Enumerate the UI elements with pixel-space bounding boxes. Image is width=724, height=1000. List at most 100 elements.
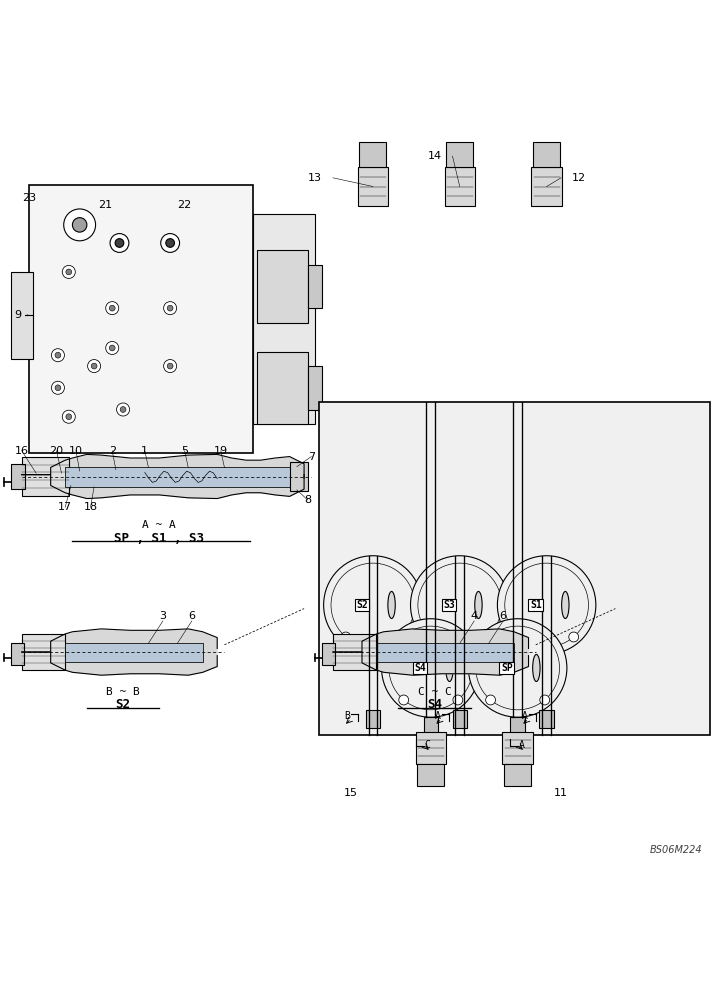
Circle shape — [88, 360, 101, 373]
Bar — [322, 643, 335, 665]
Text: 3: 3 — [159, 611, 167, 621]
Circle shape — [382, 619, 480, 717]
Text: SP: SP — [501, 663, 513, 673]
Circle shape — [453, 695, 463, 705]
Circle shape — [540, 695, 550, 705]
Circle shape — [91, 363, 97, 369]
Text: A: A — [518, 740, 524, 750]
Bar — [376, 643, 514, 662]
Circle shape — [115, 239, 124, 247]
Text: 2: 2 — [109, 446, 116, 456]
Circle shape — [164, 360, 177, 373]
Bar — [11, 643, 24, 665]
Bar — [358, 167, 388, 206]
Circle shape — [62, 265, 75, 278]
Circle shape — [64, 209, 96, 241]
Text: S3: S3 — [443, 600, 455, 610]
Text: C: C — [424, 740, 430, 750]
Text: S4: S4 — [427, 698, 442, 711]
Text: S4: S4 — [414, 663, 426, 673]
Bar — [257, 250, 308, 323]
Circle shape — [55, 352, 61, 358]
Circle shape — [486, 695, 495, 705]
Text: 7: 7 — [308, 452, 315, 462]
Circle shape — [399, 695, 408, 705]
Ellipse shape — [446, 654, 453, 682]
Ellipse shape — [388, 591, 395, 619]
Bar — [366, 710, 380, 728]
Text: 1: 1 — [141, 446, 148, 456]
Text: 19: 19 — [214, 446, 228, 456]
Circle shape — [106, 302, 119, 315]
Circle shape — [66, 414, 72, 420]
Bar — [308, 366, 322, 410]
Circle shape — [109, 345, 115, 351]
Circle shape — [62, 410, 75, 423]
Circle shape — [497, 556, 596, 654]
Text: 10: 10 — [69, 446, 83, 456]
Text: C ~ C: C ~ C — [418, 687, 451, 697]
Text: B: B — [345, 711, 350, 721]
Bar — [333, 634, 376, 670]
Bar — [539, 710, 554, 728]
Ellipse shape — [475, 591, 482, 619]
Bar — [257, 352, 308, 424]
Circle shape — [106, 341, 119, 354]
Text: 4: 4 — [471, 611, 478, 621]
Text: A: A — [522, 711, 528, 721]
Circle shape — [166, 239, 174, 247]
Text: 22: 22 — [177, 200, 192, 210]
Circle shape — [109, 305, 115, 311]
Bar — [65, 467, 290, 487]
Text: 17: 17 — [58, 502, 72, 512]
Circle shape — [55, 385, 61, 391]
Circle shape — [482, 632, 492, 642]
Text: 11: 11 — [554, 788, 568, 798]
Text: 6: 6 — [188, 611, 195, 621]
Text: 5: 5 — [181, 446, 188, 456]
Circle shape — [51, 349, 64, 362]
Circle shape — [66, 269, 72, 275]
Text: 14: 14 — [427, 151, 442, 161]
Text: 21: 21 — [98, 200, 112, 210]
Bar — [22, 634, 65, 670]
Circle shape — [164, 302, 177, 315]
Text: 13: 13 — [308, 173, 322, 183]
Bar — [360, 142, 386, 167]
Bar — [319, 402, 710, 735]
Circle shape — [161, 234, 180, 252]
Circle shape — [324, 556, 422, 654]
Circle shape — [120, 407, 126, 412]
Bar — [424, 717, 438, 735]
Circle shape — [51, 381, 64, 394]
Circle shape — [167, 363, 173, 369]
Text: 18: 18 — [83, 502, 98, 512]
Bar — [510, 717, 525, 735]
Text: SP , S1 , S3: SP , S1 , S3 — [114, 532, 204, 545]
Bar — [502, 732, 533, 764]
Circle shape — [110, 234, 129, 252]
Text: 15: 15 — [344, 788, 358, 798]
Bar — [308, 265, 322, 308]
Bar — [505, 764, 531, 786]
Bar — [447, 142, 473, 167]
Bar — [445, 167, 475, 206]
Text: 8: 8 — [304, 495, 311, 505]
Ellipse shape — [562, 591, 569, 619]
Circle shape — [395, 632, 405, 642]
Text: S2: S2 — [116, 698, 130, 711]
Bar — [531, 167, 562, 206]
Text: 16: 16 — [14, 446, 29, 456]
Text: A: A — [435, 711, 441, 721]
Text: 20: 20 — [49, 446, 64, 456]
Bar — [65, 643, 203, 662]
Bar — [11, 464, 25, 489]
Bar — [418, 764, 444, 786]
Bar — [290, 462, 308, 491]
Text: 6: 6 — [500, 611, 507, 621]
Ellipse shape — [533, 654, 540, 682]
Circle shape — [117, 403, 130, 416]
Text: 9: 9 — [14, 310, 22, 320]
Circle shape — [468, 619, 567, 717]
Bar — [534, 142, 560, 167]
